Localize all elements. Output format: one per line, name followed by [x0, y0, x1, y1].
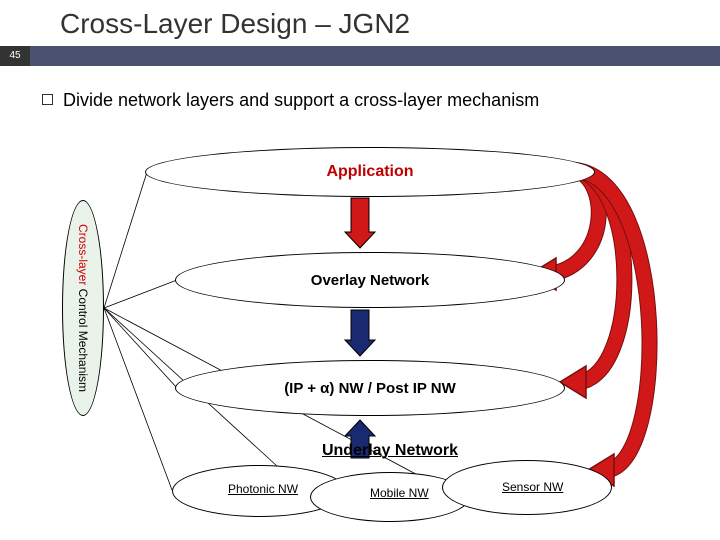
underlay-block: Underlay Network — [290, 442, 490, 466]
control-mechanism: Cross-layer Control Mechanism — [62, 200, 104, 416]
underlay-title: Underlay Network — [290, 442, 490, 460]
layer-ip: (IP + α) NW / Post IP NW — [175, 360, 565, 416]
underlay-sub-label: Photonic NW — [228, 482, 298, 496]
layer-overlay-label: Overlay Network — [311, 272, 429, 289]
layer-application-label: Application — [326, 163, 413, 181]
bullet-row: Divide network layers and support a cros… — [0, 66, 720, 121]
page-number: 45 — [0, 46, 30, 66]
underlay-sub-label: Mobile NW — [370, 486, 429, 500]
layer-overlay: Overlay Network — [175, 252, 565, 308]
header-stripe: 45 — [0, 46, 720, 66]
underlay-sub-label: Sensor NW — [502, 480, 563, 494]
bullet-icon — [42, 94, 53, 105]
layer-application: Application — [145, 147, 595, 197]
layer-ip-label: (IP + α) NW / Post IP NW — [284, 380, 456, 397]
control-label: Cross-layer Control Mechanism — [76, 224, 90, 392]
slide-title: Cross-Layer Design – JGN2 — [0, 0, 720, 46]
diagram: Application Overlay Network (IP + α) NW … — [0, 140, 720, 540]
bullet-text: Divide network layers and support a cros… — [63, 90, 539, 111]
